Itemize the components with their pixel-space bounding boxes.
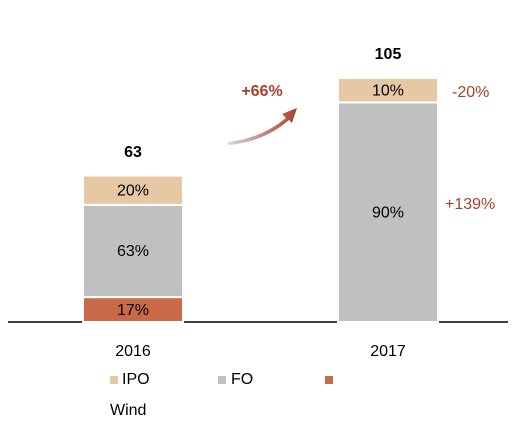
bar-segment [337,101,439,324]
annotation: +139% [445,196,495,213]
bar-segment [82,174,184,206]
legend-label: Wind [110,402,146,419]
total-label: 63 [124,144,142,161]
bar-segment [82,203,184,299]
bar-segment [337,77,439,104]
legend-swatch [110,376,118,384]
segment-label: 10% [372,82,404,99]
segment-label: 20% [117,182,149,199]
annotation: +66% [241,83,282,100]
annotation: -20% [452,84,489,101]
legend-swatch [218,376,226,384]
segment-label: 17% [117,302,149,319]
segment-label: 90% [372,204,404,221]
bar-segment [82,296,184,323]
growth-arrow [228,108,297,145]
legend-label: FO [231,371,253,388]
segment-label: 63% [117,243,149,260]
x-tick-label: 2017 [370,343,406,360]
x-tick-label: 2016 [115,343,151,360]
total-label: 105 [375,46,402,63]
legend-label: IPO [122,371,150,388]
legend-swatch [325,376,333,384]
